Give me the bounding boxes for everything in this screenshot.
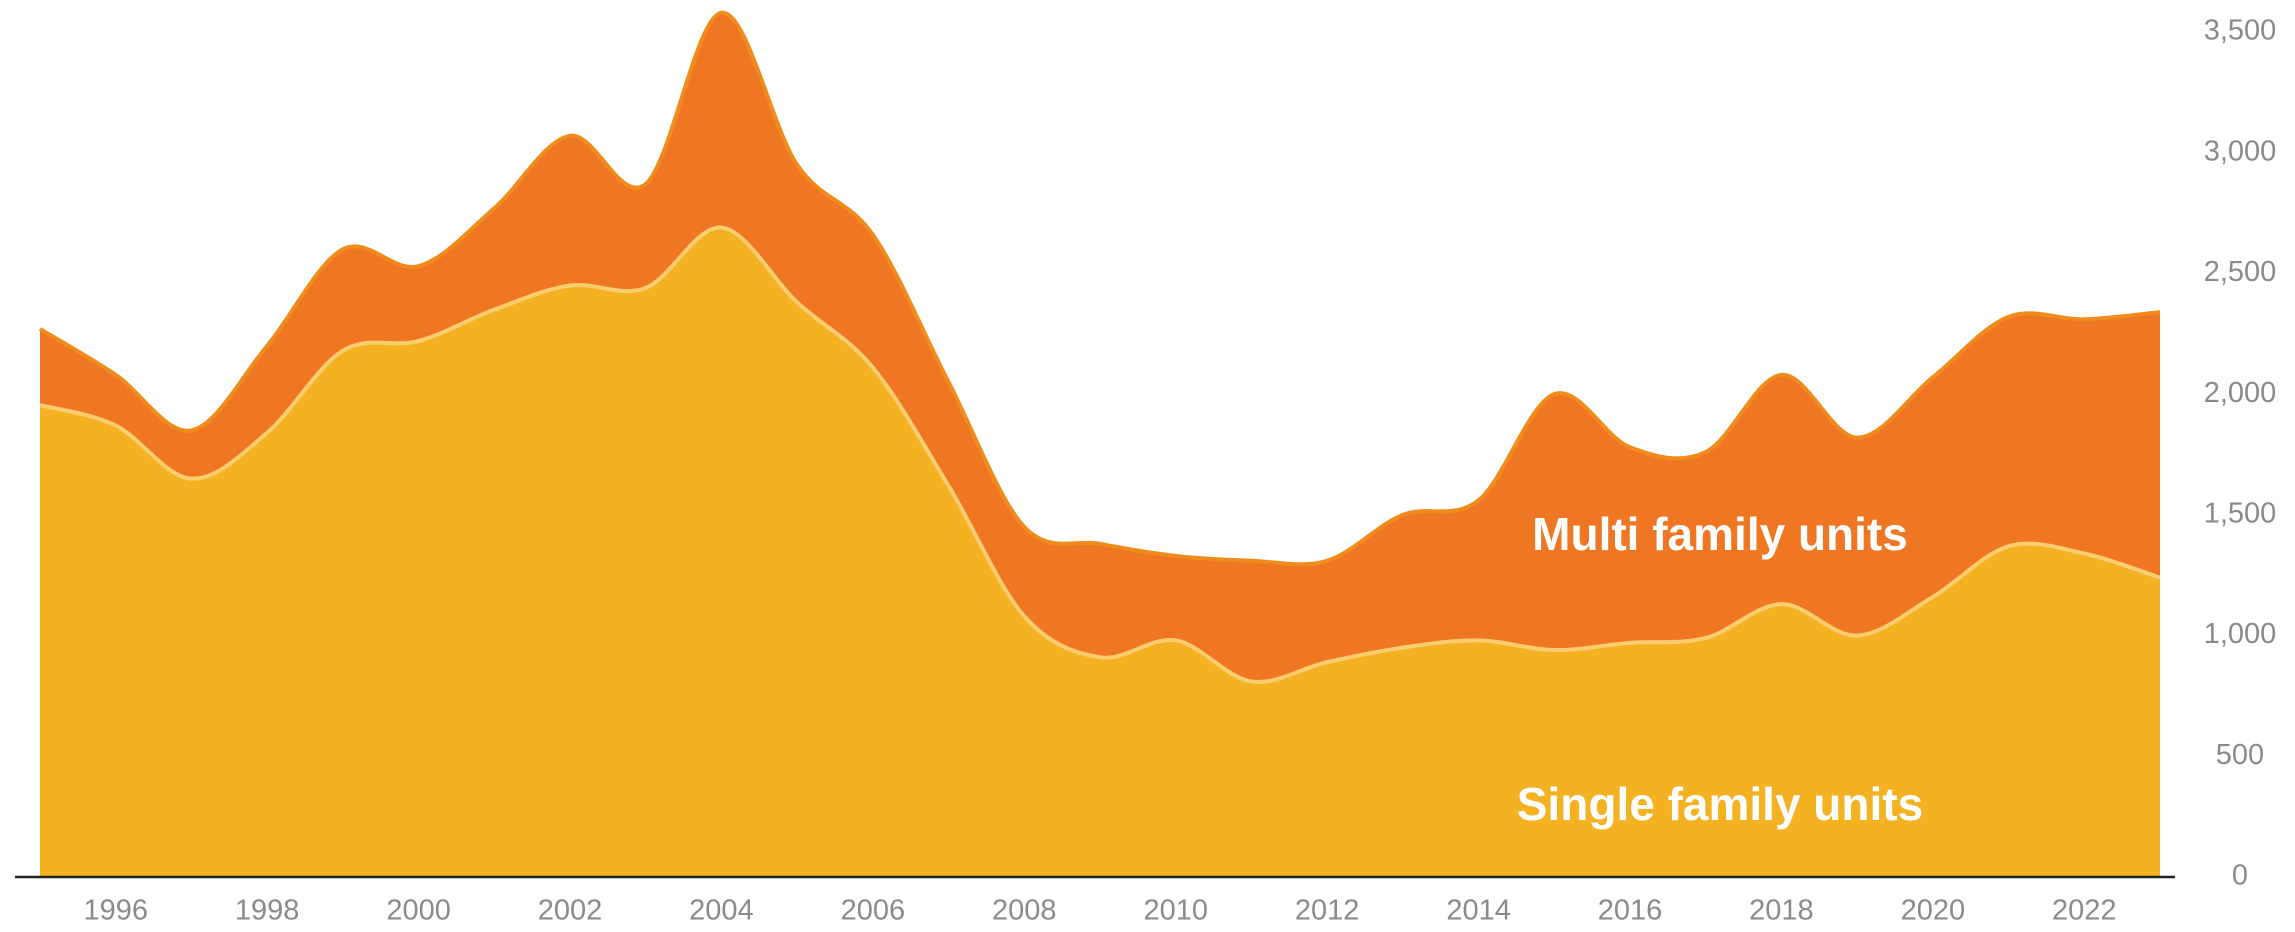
x-tick-label: 2012 — [1295, 895, 1360, 927]
x-tick-label: 2010 — [1143, 895, 1208, 927]
series-label: Multi family units — [1532, 508, 1908, 560]
x-tick-label: 2020 — [1901, 895, 1966, 927]
y-tick-label: 3,000 — [2204, 135, 2277, 167]
x-tick-label: 2018 — [1749, 895, 1814, 927]
y-tick-label: 3,500 — [2204, 15, 2277, 47]
x-tick-label: 2008 — [992, 895, 1057, 927]
x-tick-label: 2004 — [689, 895, 754, 927]
area — [40, 227, 2160, 877]
x-tick-label: 2014 — [1446, 895, 1511, 927]
area-line — [39, 225, 2161, 684]
y-tick-label: 2,500 — [2204, 256, 2277, 288]
x-tick-label: 1996 — [83, 895, 148, 927]
x-tick-label: 2022 — [2052, 895, 2117, 927]
y-tick-label: 0 — [2232, 860, 2248, 892]
x-tick-label: 2006 — [841, 895, 906, 927]
x-tick-label: 2002 — [538, 895, 603, 927]
y-tick-label: 2,000 — [2204, 377, 2277, 409]
y-tick-label: 1,500 — [2204, 498, 2277, 530]
x-tick-label: 1998 — [235, 895, 300, 927]
y-tick-label: 1,000 — [2204, 618, 2277, 650]
x-tick-label: 2000 — [386, 895, 451, 927]
series-label: Single family units — [1517, 778, 1923, 830]
x-tick-label: 2016 — [1598, 895, 1663, 927]
y-tick-label: 500 — [2216, 739, 2264, 771]
area-line — [38, 10, 2161, 567]
area — [40, 12, 2160, 682]
